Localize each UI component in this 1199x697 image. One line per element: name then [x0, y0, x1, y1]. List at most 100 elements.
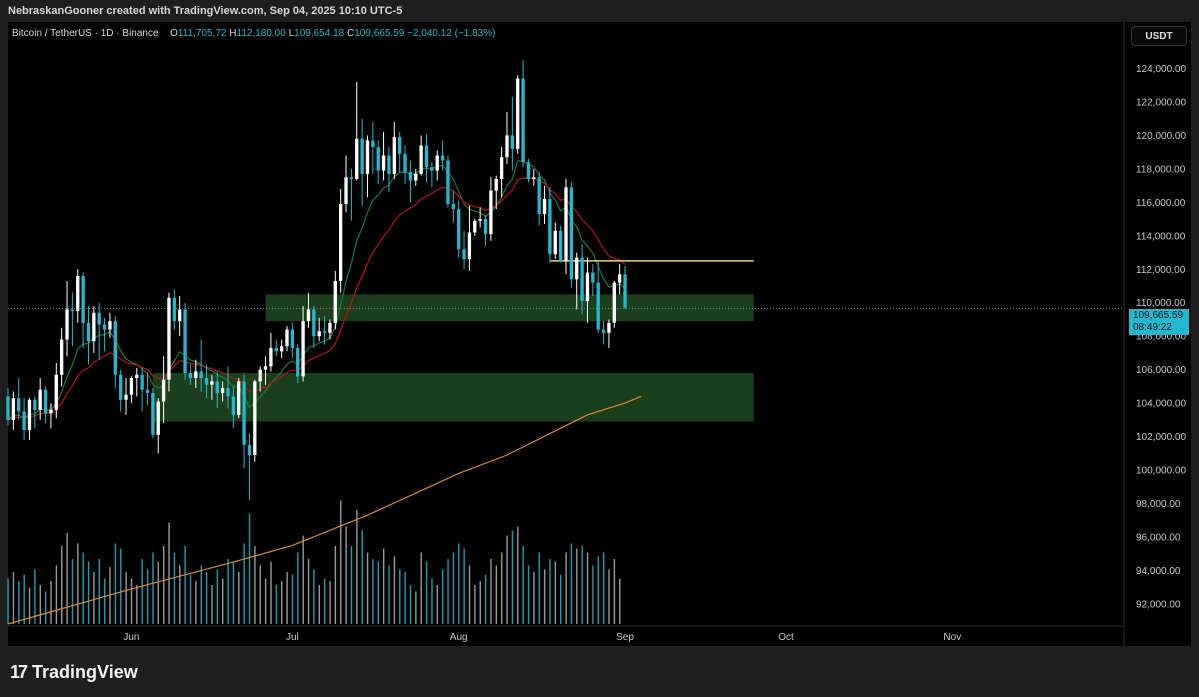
candle-body [322, 331, 327, 333]
y-tick-label: 94,000.00 [1136, 566, 1181, 577]
y-tick-label: 108,000.00 [1136, 332, 1186, 343]
candle-body [338, 204, 343, 281]
candle-body [237, 381, 241, 415]
volume-bar [152, 552, 154, 624]
sma-200-line [7, 395, 642, 625]
candle-body [285, 329, 289, 347]
candle-body [403, 153, 407, 173]
x-tick-label: Nov [943, 632, 961, 643]
volume-bar [345, 526, 347, 624]
candle-body [553, 230, 557, 255]
close-label: C [347, 28, 355, 39]
symbol-title[interactable]: Bitcoin / TetherUS · 1D · Binance [12, 28, 159, 39]
low-value: 109,654.18 [294, 28, 345, 39]
volume-bar [409, 585, 412, 624]
candle-body [505, 135, 509, 158]
tradingview-logo-icon: 17 [10, 662, 28, 682]
candle-body [226, 388, 230, 397]
volume-bar [323, 578, 326, 624]
open-label: O [170, 28, 178, 39]
candle-body [220, 388, 225, 394]
volume-bar [286, 572, 288, 624]
candle-body [183, 309, 187, 374]
y-tick-label: 96,000.00 [1136, 532, 1181, 543]
volume-bar [200, 565, 202, 624]
volume-bar [597, 556, 599, 624]
candle-body [258, 369, 262, 382]
candle-body [558, 230, 563, 261]
candle-body [446, 160, 450, 205]
high-value: 112,180.00 [236, 28, 286, 39]
candle-body [408, 172, 413, 181]
candle-body [269, 347, 273, 367]
volume-bar [602, 552, 605, 624]
candle-body [612, 282, 616, 323]
volume-bar [468, 565, 471, 624]
candle-body [167, 297, 171, 380]
volume-bar [141, 559, 143, 624]
volume-bar [522, 546, 524, 624]
volume-bar [34, 569, 36, 624]
volume-bar [162, 546, 165, 624]
candle-body [6, 396, 10, 420]
candle-body [478, 219, 482, 221]
volume-bar [281, 581, 283, 624]
volume-bar [7, 578, 9, 624]
y-tick-label: 118,000.00 [1136, 164, 1186, 175]
candle-body [22, 411, 26, 430]
volume-bar [592, 565, 594, 624]
volume-bar [259, 565, 261, 624]
candle-body [247, 444, 252, 456]
volume-bar [404, 572, 406, 624]
volume-bar [82, 552, 84, 624]
x-tick-label: Sep [616, 632, 634, 643]
volume-bar [527, 565, 530, 624]
volume-bar [157, 561, 160, 624]
volume-bar [495, 565, 498, 624]
volume-bar [613, 559, 616, 624]
candle-body [108, 321, 112, 330]
volume-bar [136, 585, 138, 624]
volume-bar [393, 556, 396, 624]
candle-body [102, 324, 107, 330]
candle-body [607, 322, 611, 333]
volume-bar [222, 578, 224, 624]
candle-body [97, 312, 101, 325]
candle-body [414, 173, 418, 181]
candle-body [532, 177, 536, 179]
candle-body [601, 329, 606, 333]
candle-body [419, 145, 423, 174]
candle-body [317, 331, 321, 337]
tradingview-logo[interactable]: 17 TradingView [10, 662, 138, 683]
volume-bar [184, 546, 186, 624]
candle-body [135, 374, 139, 379]
volume-bar [474, 585, 476, 624]
candle-body [483, 219, 488, 235]
candle-body [38, 389, 42, 410]
last-price-value: 109,665.59 [1133, 310, 1184, 321]
volume-bar [270, 561, 272, 624]
y-tick-label: 98,000.00 [1136, 499, 1181, 510]
volume-bar [23, 574, 25, 624]
volume-bar [44, 591, 47, 624]
candle-body [499, 157, 504, 179]
close-value: 109,665.59 [354, 28, 405, 39]
candle-body [617, 274, 622, 283]
volume-bar [248, 513, 251, 624]
volume-bar [146, 569, 149, 624]
candle-body [172, 297, 176, 322]
volume-bar [436, 585, 439, 624]
chart-area[interactable] [8, 22, 1191, 646]
candle-body [129, 378, 134, 395]
footer [0, 646, 1199, 697]
volume-bar [506, 535, 508, 624]
currency-button[interactable]: USDT [1131, 26, 1187, 46]
volume-bar [302, 535, 304, 624]
volume-bar [173, 552, 176, 624]
candle-body [17, 398, 21, 412]
candle-body [86, 322, 91, 342]
volume-bar [66, 533, 68, 624]
volume-bar [350, 546, 353, 624]
candle-body [188, 373, 193, 379]
